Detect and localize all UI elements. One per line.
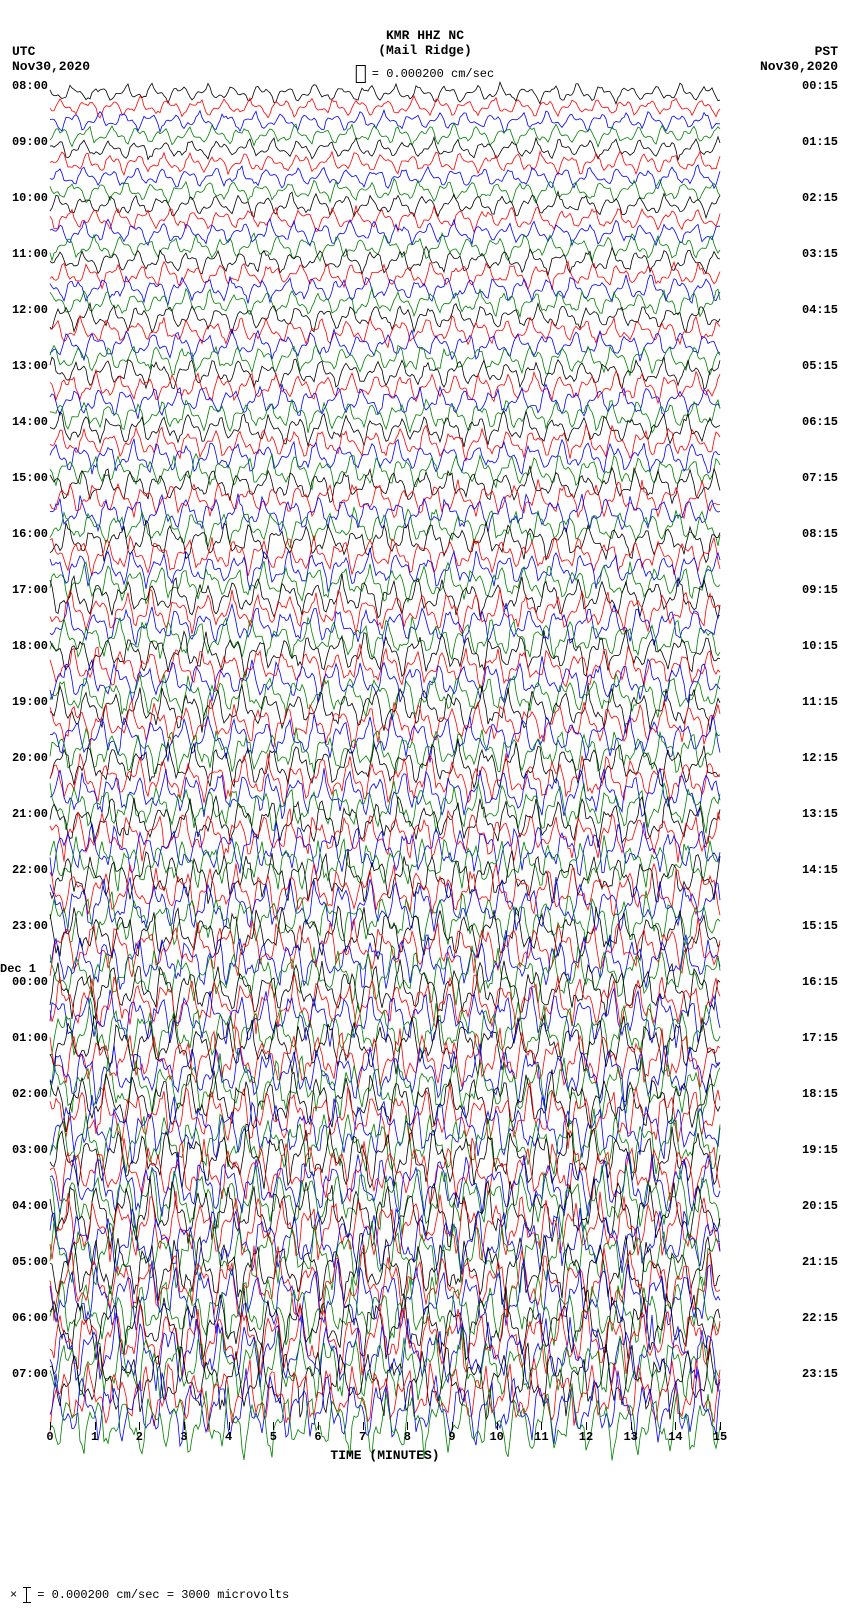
utc-time-label: 23:00 (2, 919, 48, 933)
pst-time-label: 04:15 (802, 303, 848, 317)
pst-time-label: 13:15 (802, 807, 848, 821)
utc-time-label: 12:00 (2, 303, 48, 317)
x-axis-label: TIME (MINUTES) (50, 1448, 720, 1463)
x-tick-label: 14 (668, 1430, 682, 1444)
pst-time-label: 11:15 (802, 695, 848, 709)
x-tick-line (50, 1422, 51, 1430)
x-tick-line (452, 1422, 453, 1430)
utc-time-label: 18:00 (2, 639, 48, 653)
seismogram-page: KMR HHZ NC (Mail Ridge) = 0.000200 cm/se… (0, 0, 850, 1613)
utc-time-label: 22:00 (2, 863, 48, 877)
x-tick-line (497, 1422, 498, 1430)
pst-time-label: 21:15 (802, 1255, 848, 1269)
footer-bar-icon (23, 1587, 31, 1603)
footer-prefix: × (10, 1588, 17, 1602)
x-tick-line (541, 1422, 542, 1430)
x-tick-line (407, 1422, 408, 1430)
utc-time-label: 11:00 (2, 247, 48, 261)
x-tick-label: 12 (579, 1430, 593, 1444)
pst-time-label: 16:15 (802, 975, 848, 989)
pst-time-label: 02:15 (802, 191, 848, 205)
left-timezone: UTC Nov30,2020 (12, 44, 90, 74)
pst-time-label: 08:15 (802, 527, 848, 541)
pst-time-label: 17:15 (802, 1031, 848, 1045)
left-date: Nov30,2020 (12, 59, 90, 74)
pst-time-label: 22:15 (802, 1311, 848, 1325)
pst-time-label: 15:15 (802, 919, 848, 933)
x-tick-line (139, 1422, 140, 1430)
pst-time-label: 07:15 (802, 471, 848, 485)
x-tick-label: 11 (534, 1430, 548, 1444)
pst-time-label: 14:15 (802, 863, 848, 877)
pst-time-label: 09:15 (802, 583, 848, 597)
utc-time-label: 04:00 (2, 1199, 48, 1213)
x-tick-label: 15 (713, 1430, 727, 1444)
x-tick-line (720, 1422, 721, 1430)
right-timezone: PST Nov30,2020 (760, 44, 838, 74)
x-tick-line (318, 1422, 319, 1430)
utc-time-label: 09:00 (2, 135, 48, 149)
utc-time-label: 10:00 (2, 191, 48, 205)
x-tick-label: 4 (225, 1430, 232, 1444)
x-tick-line (273, 1422, 274, 1430)
x-tick-label: 0 (46, 1430, 53, 1444)
x-tick-label: 5 (270, 1430, 277, 1444)
utc-time-label: 17:00 (2, 583, 48, 597)
x-tick-label: 10 (489, 1430, 503, 1444)
utc-time-label: 06:00 (2, 1311, 48, 1325)
x-tick-line (363, 1422, 364, 1430)
right-tz-label: PST (760, 44, 838, 59)
footer-text: = 0.000200 cm/sec = 3000 microvolts (37, 1588, 289, 1602)
day-boundary-label: Dec 1 (0, 962, 36, 976)
x-tick-line (229, 1422, 230, 1430)
x-tick-label: 7 (359, 1430, 366, 1444)
pst-time-label: 01:15 (802, 135, 848, 149)
station-name: (Mail Ridge) (0, 43, 850, 58)
x-tick-label: 13 (623, 1430, 637, 1444)
utc-time-label: 13:00 (2, 359, 48, 373)
x-tick-label: 3 (180, 1430, 187, 1444)
left-tz-label: UTC (12, 44, 90, 59)
utc-time-label: 01:00 (2, 1031, 48, 1045)
x-tick-label: 2 (136, 1430, 143, 1444)
station-code: KMR HHZ NC (0, 28, 850, 43)
x-tick-label: 8 (404, 1430, 411, 1444)
right-date: Nov30,2020 (760, 59, 838, 74)
utc-time-label: 14:00 (2, 415, 48, 429)
pst-time-label: 19:15 (802, 1143, 848, 1157)
utc-time-label: 19:00 (2, 695, 48, 709)
utc-time-label: 16:00 (2, 527, 48, 541)
x-tick-line (184, 1422, 185, 1430)
pst-time-label: 12:15 (802, 751, 848, 765)
pst-time-label: 03:15 (802, 247, 848, 261)
pst-time-label: 10:15 (802, 639, 848, 653)
footer-scale: × = 0.000200 cm/sec = 3000 microvolts (10, 1587, 289, 1603)
pst-time-label: 00:15 (802, 79, 848, 93)
trace-row (50, 1416, 720, 1430)
utc-time-label: 05:00 (2, 1255, 48, 1269)
utc-time-label: 20:00 (2, 751, 48, 765)
pst-time-label: 06:15 (802, 415, 848, 429)
x-tick-line (675, 1422, 676, 1430)
utc-time-label: 07:00 (2, 1367, 48, 1381)
pst-time-label: 18:15 (802, 1087, 848, 1101)
pst-time-label: 05:15 (802, 359, 848, 373)
x-tick-label: 9 (448, 1430, 455, 1444)
station-header: KMR HHZ NC (Mail Ridge) (0, 28, 850, 58)
x-axis: TIME (MINUTES) 0123456789101112131415 (50, 1430, 720, 1470)
x-tick-line (586, 1422, 587, 1430)
x-tick-line (95, 1422, 96, 1430)
utc-time-label: 15:00 (2, 471, 48, 485)
x-tick-label: 1 (91, 1430, 98, 1444)
pst-time-label: 20:15 (802, 1199, 848, 1213)
utc-time-label: 08:00 (2, 79, 48, 93)
utc-time-label: 03:00 (2, 1143, 48, 1157)
x-tick-label: 6 (314, 1430, 321, 1444)
pst-time-label: 23:15 (802, 1367, 848, 1381)
utc-time-label: 21:00 (2, 807, 48, 821)
utc-time-label: 02:00 (2, 1087, 48, 1101)
utc-time-label: 00:00 (2, 975, 48, 989)
seismogram-plot (50, 86, 720, 1426)
x-tick-line (631, 1422, 632, 1430)
